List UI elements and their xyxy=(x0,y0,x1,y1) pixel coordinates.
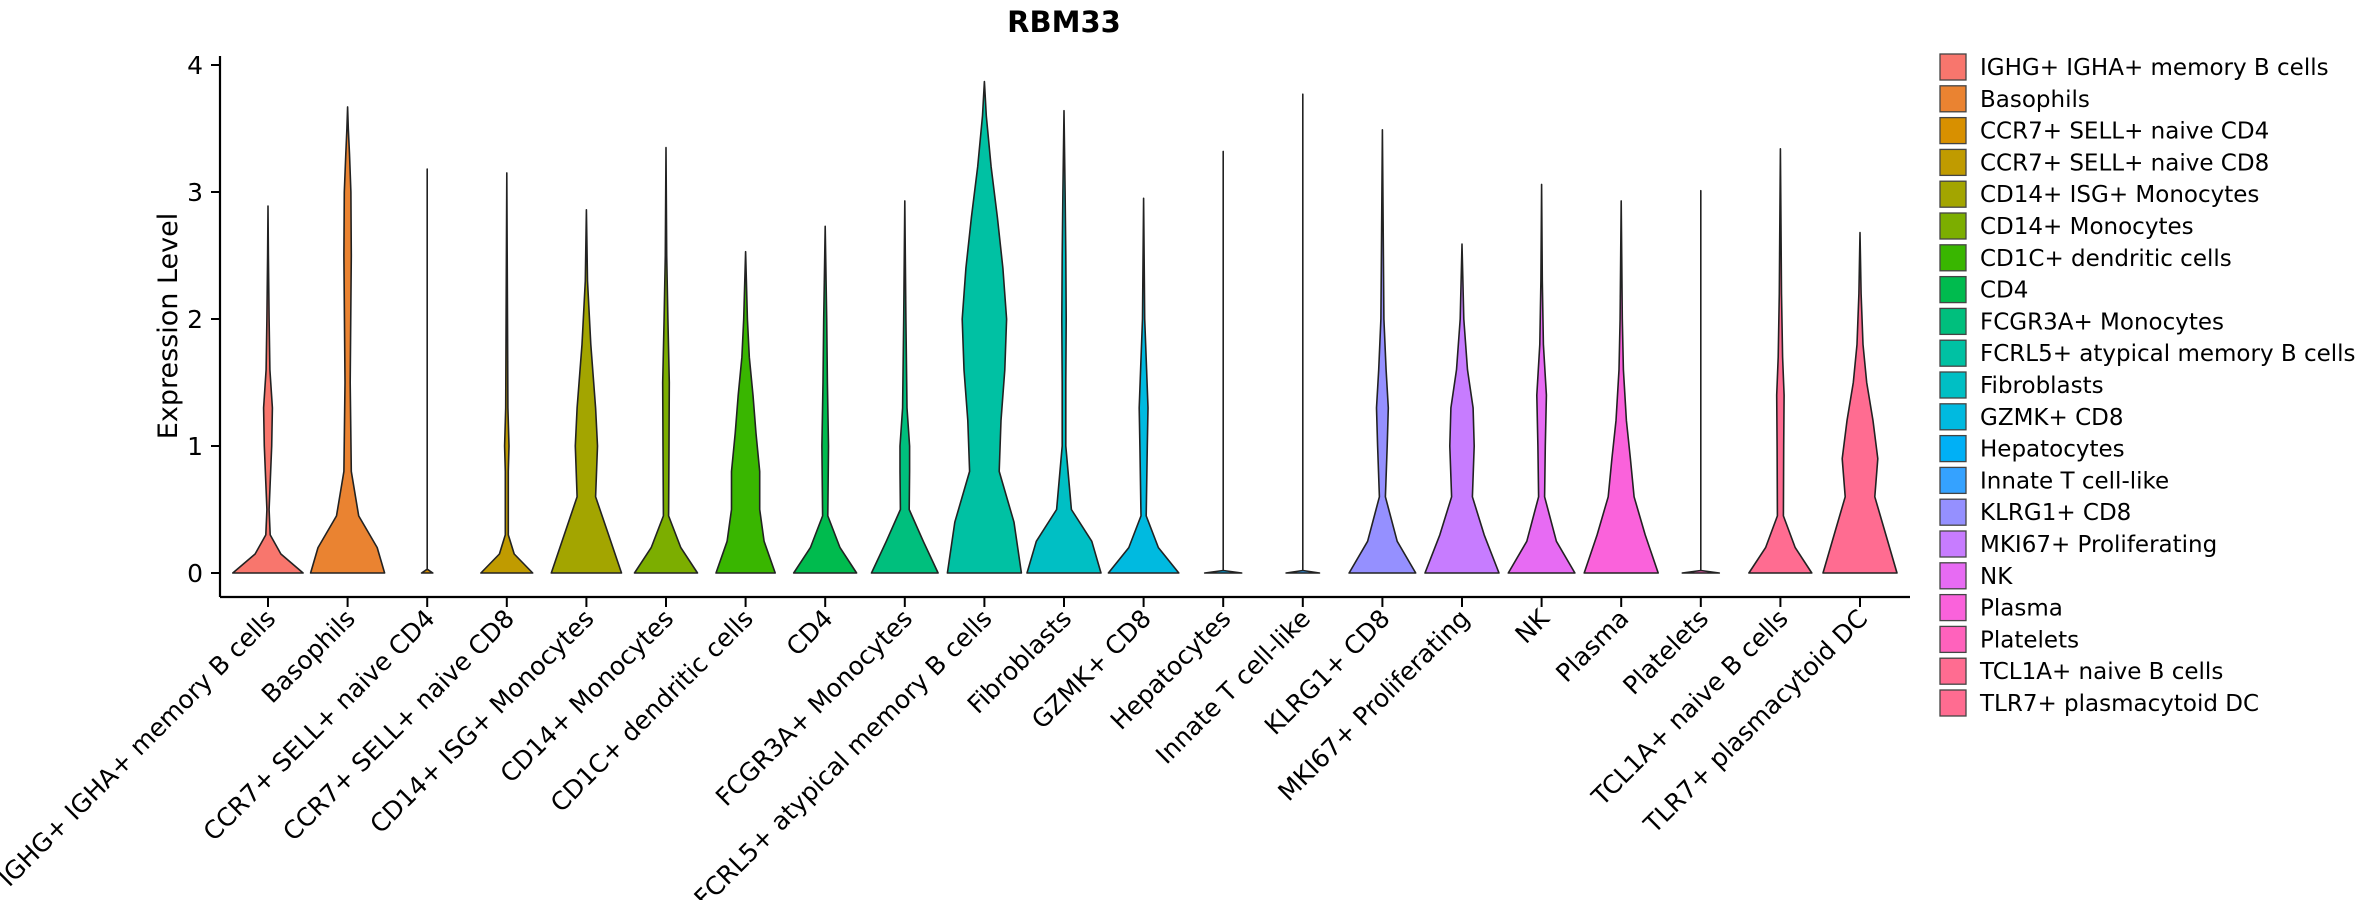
legend-label: CD14+ ISG+ Monocytes xyxy=(1980,182,2259,208)
violin-19 xyxy=(1681,189,1721,574)
legend-label: GZMK+ CD8 xyxy=(1980,405,2124,431)
violin-3 xyxy=(420,168,434,574)
violin-13 xyxy=(1203,150,1243,574)
violin-14 xyxy=(1285,93,1321,574)
x-tick-label: CD4 xyxy=(781,604,839,662)
legend-swatch xyxy=(1939,53,1967,81)
legend-swatch xyxy=(1939,116,1967,145)
legend-label: CD1C+ dendritic cells xyxy=(1980,246,2232,272)
violin-12 xyxy=(1107,197,1180,574)
legend-swatch xyxy=(1939,466,1967,495)
legend-swatch xyxy=(1939,434,1967,463)
chart-title: RBM33 xyxy=(1007,5,1121,39)
legend-swatch xyxy=(1939,339,1967,367)
violin-9 xyxy=(870,200,939,574)
legend-label: Basophils xyxy=(1980,87,2090,113)
legend-label: Hepatocytes xyxy=(1980,437,2125,463)
legend-label: KLRG1+ CD8 xyxy=(1980,500,2131,526)
violin-18 xyxy=(1583,200,1659,574)
violin-7 xyxy=(715,250,776,574)
legend-label: Platelets xyxy=(1980,627,2079,653)
y-tick-label: 4 xyxy=(187,51,203,80)
legend-swatch xyxy=(1939,657,1967,685)
violin-4 xyxy=(480,172,534,574)
legend-label: TLR7+ plasmacytoid DC xyxy=(1979,691,2259,717)
legend-label: FCRL5+ atypical memory B cells xyxy=(1980,341,2356,367)
violin-6 xyxy=(633,146,699,574)
violin-16 xyxy=(1424,243,1500,574)
legend-swatch xyxy=(1939,593,1967,622)
x-tick-label: NK xyxy=(1510,603,1556,649)
x-tick-label: IGHG+ IGHA+ memory B cells xyxy=(0,604,281,892)
y-tick-label: 2 xyxy=(187,305,203,334)
violin-5 xyxy=(550,209,623,574)
y-axis-label: Expression Level xyxy=(153,213,184,439)
violin-17 xyxy=(1507,183,1576,574)
legend-swatch xyxy=(1939,244,1967,272)
violin-8 xyxy=(792,225,858,574)
y-tick-label: 3 xyxy=(187,178,203,207)
violin-10 xyxy=(946,80,1023,574)
legend-swatch xyxy=(1939,689,1967,717)
legend-label: CD4 xyxy=(1980,278,2028,304)
violin-layer xyxy=(232,80,1898,574)
legend-label: NK xyxy=(1980,564,2013,590)
x-ticks: IGHG+ IGHA+ memory B cellsBasophilsCCR7+… xyxy=(0,597,1873,904)
legend-label: TCL1A+ naive B cells xyxy=(1979,659,2223,685)
legend-label: IGHG+ IGHA+ memory B cells xyxy=(1980,55,2329,81)
legend-swatch xyxy=(1939,371,1967,399)
y-tick-label: 1 xyxy=(187,432,203,461)
legend-swatch xyxy=(1939,212,1967,240)
violin-2 xyxy=(309,106,386,574)
legend-label: CCR7+ SELL+ naive CD8 xyxy=(1980,150,2269,176)
legend-swatch xyxy=(1939,625,1967,654)
legend: IGHG+ IGHA+ memory B cells Basophils CCR7+… xyxy=(1939,53,2356,717)
violin-1 xyxy=(232,205,304,574)
legend-label: MKI67+ Proliferating xyxy=(1980,532,2217,558)
legend-swatch xyxy=(1939,85,1967,113)
legend-swatch xyxy=(1939,307,1967,336)
violin-15 xyxy=(1348,129,1417,574)
legend-label: CD14+ Monocytes xyxy=(1980,214,2194,240)
legend-label: FCGR3A+ Monocytes xyxy=(1980,309,2224,335)
legend-label: Plasma xyxy=(1980,596,2063,622)
violin-20 xyxy=(1748,148,1813,574)
violin-21 xyxy=(1822,231,1898,574)
legend-swatch xyxy=(1939,275,1967,304)
legend-label: Fibroblasts xyxy=(1980,373,2104,399)
legend-swatch xyxy=(1939,498,1967,526)
legend-swatch xyxy=(1939,562,1967,590)
legend-swatch xyxy=(1939,530,1967,558)
legend-swatch xyxy=(1939,403,1967,431)
legend-label: Innate T cell-like xyxy=(1980,468,2169,494)
y-ticks: 0 1 2 3 4 xyxy=(187,51,220,588)
legend-swatch xyxy=(1939,180,1967,208)
violin-11 xyxy=(1026,109,1102,574)
legend-swatch xyxy=(1939,148,1967,177)
y-tick-label: 0 xyxy=(187,559,203,588)
legend-label: CCR7+ SELL+ naive CD4 xyxy=(1980,119,2269,145)
